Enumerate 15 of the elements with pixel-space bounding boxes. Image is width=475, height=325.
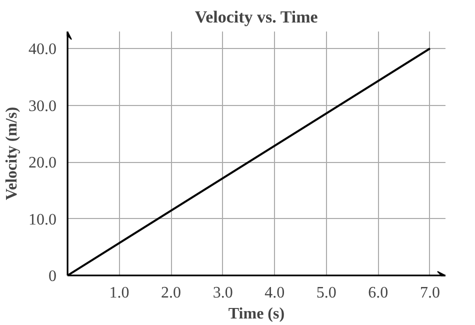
y-tick-label: 0 [48,268,56,285]
chart-title: Velocity vs. Time [194,8,318,26]
y-tick-label: 10.0 [28,211,56,228]
x-tick-label: 5.0 [316,284,336,302]
x-tick-label: 1.0 [109,284,130,302]
x-tick-label: 7.0 [420,284,440,302]
x-axis-title: Time (s) [228,306,285,322]
y-axis-title: Velocity (m/s) [4,106,20,200]
x-tick-label: 4.0 [264,284,285,302]
x-tick-label: 3.0 [212,284,233,302]
x-tick-label: 6.0 [368,284,388,302]
y-tick-label: 40.0 [28,41,56,58]
y-tick-label: 30.0 [28,98,56,115]
x-tick-label: 2.0 [161,284,182,302]
y-tick-label: 20.0 [28,154,56,172]
